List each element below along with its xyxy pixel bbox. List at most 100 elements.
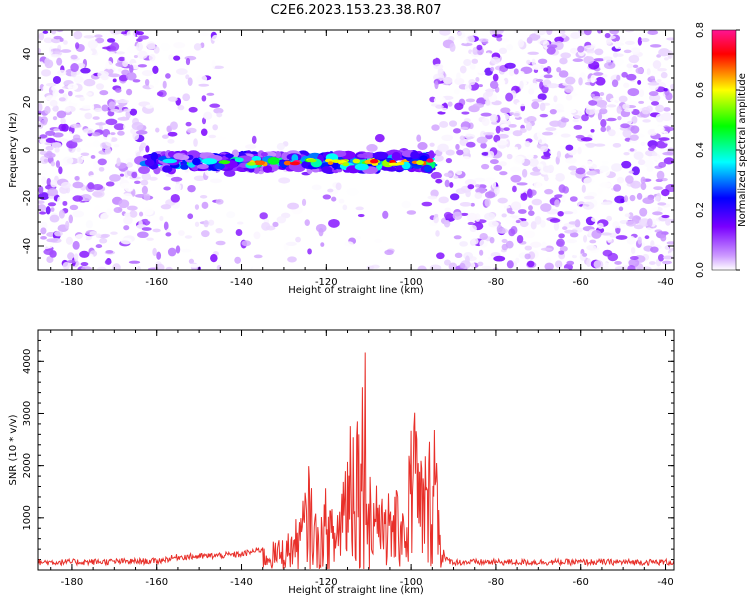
heatmap-cell <box>131 31 136 39</box>
heatmap-cell <box>660 234 667 242</box>
heatmap-cell <box>540 220 546 228</box>
heatmap-cell <box>615 235 628 240</box>
heatmap-cell <box>67 83 79 91</box>
heatmap-cell <box>533 181 542 189</box>
heatmap-cell <box>50 30 57 35</box>
heatmap-cell <box>631 166 640 176</box>
heatmap-cell <box>503 127 510 132</box>
heatmap-cell <box>213 107 224 114</box>
heatmap-cell <box>621 71 628 78</box>
heatmap-cell <box>472 103 484 109</box>
x-tick-label: -60 <box>573 277 589 288</box>
y-tick-label: 2000 <box>22 453 33 478</box>
heatmap-cell <box>430 55 437 59</box>
heatmap-cell <box>620 198 625 204</box>
snr-panel: 1000 2000 3000 4000 -180 -160 -140 -120 -100 -80… <box>8 329 675 596</box>
heatmap-cell <box>554 36 564 43</box>
heatmap-cell <box>165 266 173 270</box>
heatmap-cell <box>110 132 116 136</box>
heatmap-cell <box>629 148 635 152</box>
heatmap-cell <box>655 113 665 123</box>
heatmap-cell <box>84 235 92 241</box>
heatmap-cell <box>80 67 91 74</box>
heatmap-cell <box>46 177 52 187</box>
heatmap-cell <box>501 238 508 243</box>
heatmap-cell <box>448 262 458 270</box>
heatmap-cell <box>489 113 498 123</box>
heatmap-cell <box>597 187 603 195</box>
heatmap-cell <box>49 99 58 107</box>
heatmap-cell <box>118 56 126 62</box>
heatmap-cell <box>432 48 439 57</box>
heatmap-cell <box>131 121 144 131</box>
heatmap-cell <box>531 101 540 110</box>
heatmap-cell <box>471 238 479 245</box>
heatmap-cell <box>52 89 59 98</box>
heatmap-cell <box>206 92 215 96</box>
heatmap-cell <box>463 148 469 154</box>
heatmap-cell <box>321 166 333 174</box>
heatmap-cell <box>537 93 547 101</box>
heatmap-cell <box>445 149 455 156</box>
heatmap-cell <box>454 252 463 259</box>
heatmap-cell <box>97 158 107 166</box>
heatmap-cell <box>562 211 574 215</box>
heatmap-cell <box>516 182 528 186</box>
y-tick-label: 40 <box>22 48 33 61</box>
heatmap-cell <box>72 195 83 202</box>
heatmap-cell <box>72 181 84 189</box>
heatmap-cell <box>50 207 55 212</box>
heatmap-cell <box>460 126 469 130</box>
heatmap-cell <box>107 38 116 43</box>
heatmap-cell <box>464 133 476 140</box>
heatmap-cell <box>127 45 138 54</box>
heatmap-cell <box>200 128 208 136</box>
heatmap-cell <box>134 180 141 185</box>
colorbar-tick-label: 0.6 <box>695 82 706 98</box>
heatmap-cell <box>101 104 109 112</box>
heatmap-cell <box>440 267 451 270</box>
heatmap-cell <box>539 81 544 90</box>
heatmap-cell <box>431 124 440 131</box>
heatmap-cell <box>173 55 181 61</box>
heatmap-cell <box>255 160 266 166</box>
heatmap-cell <box>593 206 599 213</box>
heatmap-cell <box>565 157 577 164</box>
heatmap-cell <box>71 137 83 143</box>
heatmap-cell <box>487 150 495 159</box>
heatmap-cell <box>173 42 186 49</box>
heatmap-cell <box>631 108 640 116</box>
heatmap-cell <box>539 102 546 112</box>
heatmap-cell <box>644 227 654 234</box>
heatmap-cell <box>133 55 138 59</box>
heatmap-cell <box>583 55 595 65</box>
heatmap-cell <box>66 260 78 264</box>
heatmap-cell <box>588 100 598 106</box>
heatmap-cell <box>444 207 452 213</box>
heatmap-cell <box>38 116 43 122</box>
figure-title: C2E6.2023.153.23.38.R07 <box>270 3 441 18</box>
heatmap-cell <box>663 107 671 112</box>
heatmap-cell <box>167 96 178 102</box>
heatmap-cell <box>581 114 589 122</box>
heatmap-cell <box>346 187 359 196</box>
heatmap-cell <box>58 209 65 219</box>
colorbar-tick-label: 0.0 <box>695 262 706 278</box>
heatmap-cell <box>623 195 629 203</box>
heatmap-cell <box>165 232 172 237</box>
heatmap-cell <box>89 231 98 236</box>
heatmap-cell <box>475 76 480 82</box>
heatmap-cell <box>126 205 138 211</box>
heatmap-cell <box>140 179 149 186</box>
heatmap-cell <box>606 215 612 222</box>
heatmap-cell <box>516 101 529 107</box>
heatmap-cell <box>628 212 634 220</box>
heatmap-cell <box>45 206 51 215</box>
colorbar: 0.0 0.2 0.4 0.6 0.8 Normalized spectral ampl… <box>695 22 748 278</box>
heatmap-cell <box>630 95 639 101</box>
heatmap-cell <box>599 91 605 97</box>
heatmap-cell <box>39 155 49 165</box>
heatmap-cell <box>459 65 467 74</box>
heatmap-cell <box>488 220 499 228</box>
heatmap-cell <box>47 202 57 207</box>
